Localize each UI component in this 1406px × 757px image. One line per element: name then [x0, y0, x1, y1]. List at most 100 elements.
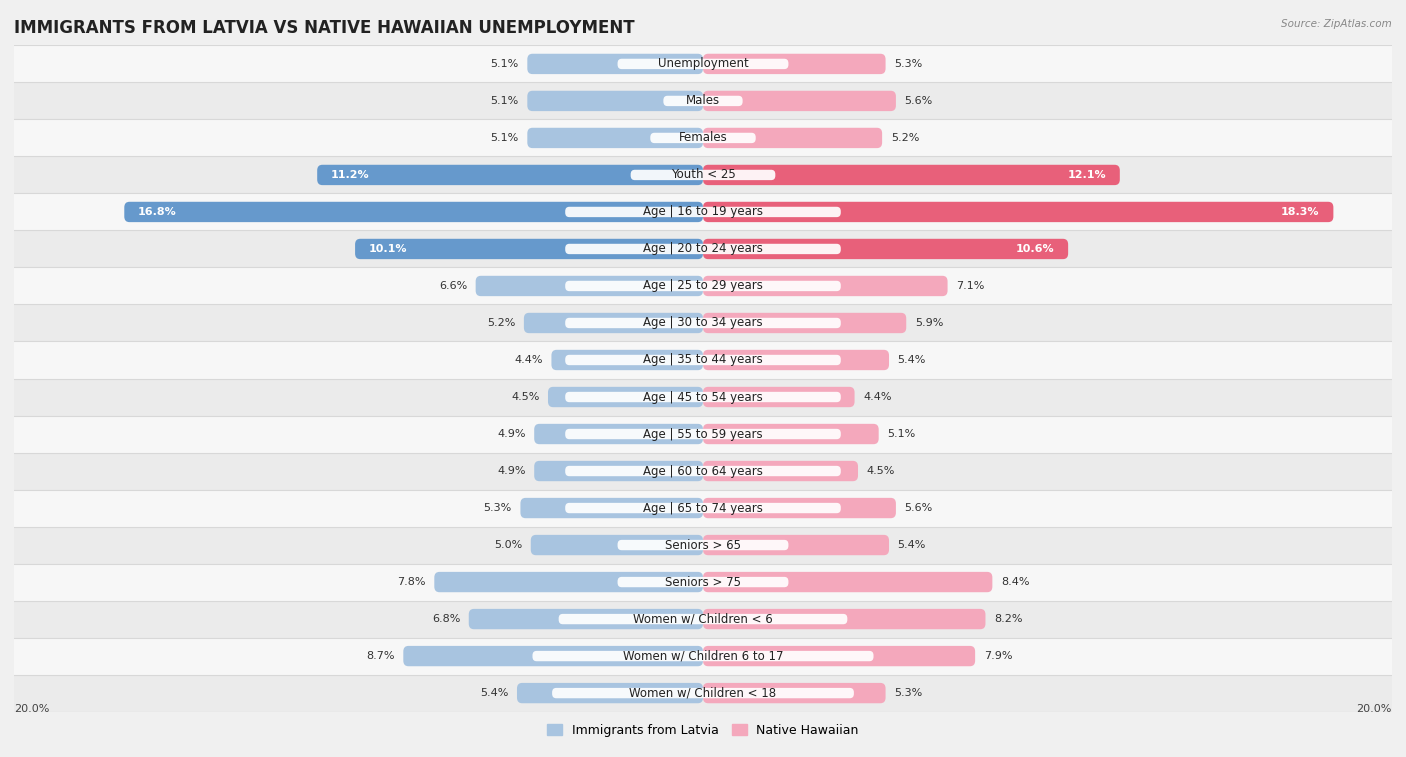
Bar [14, 341, 1392, 378]
FancyBboxPatch shape [558, 614, 848, 625]
Text: 10.1%: 10.1% [368, 244, 408, 254]
Bar [14, 416, 1392, 453]
Text: 5.2%: 5.2% [486, 318, 515, 328]
FancyBboxPatch shape [703, 276, 948, 296]
Text: 8.2%: 8.2% [994, 614, 1022, 624]
Text: 8.4%: 8.4% [1001, 577, 1029, 587]
FancyBboxPatch shape [356, 238, 703, 259]
Text: Women w/ Children < 18: Women w/ Children < 18 [630, 687, 776, 699]
Bar [14, 563, 1392, 600]
Text: 4.9%: 4.9% [498, 466, 526, 476]
FancyBboxPatch shape [703, 535, 889, 555]
Bar [14, 490, 1392, 527]
FancyBboxPatch shape [703, 165, 1119, 185]
Text: 5.1%: 5.1% [887, 429, 915, 439]
Text: 10.6%: 10.6% [1015, 244, 1054, 254]
FancyBboxPatch shape [551, 350, 703, 370]
FancyBboxPatch shape [124, 202, 703, 222]
FancyBboxPatch shape [565, 207, 841, 217]
Text: 7.1%: 7.1% [956, 281, 984, 291]
Text: 4.5%: 4.5% [866, 466, 896, 476]
FancyBboxPatch shape [565, 244, 841, 254]
FancyBboxPatch shape [703, 572, 993, 592]
FancyBboxPatch shape [318, 165, 703, 185]
Text: Seniors > 75: Seniors > 75 [665, 575, 741, 588]
FancyBboxPatch shape [527, 54, 703, 74]
Text: 6.8%: 6.8% [432, 614, 460, 624]
Bar [14, 304, 1392, 341]
Text: Age | 35 to 44 years: Age | 35 to 44 years [643, 354, 763, 366]
Text: 20.0%: 20.0% [1357, 703, 1392, 714]
Text: 7.8%: 7.8% [398, 577, 426, 587]
Text: 12.1%: 12.1% [1067, 170, 1107, 180]
Text: Age | 30 to 34 years: Age | 30 to 34 years [643, 316, 763, 329]
Text: Source: ZipAtlas.com: Source: ZipAtlas.com [1281, 19, 1392, 29]
Text: 11.2%: 11.2% [330, 170, 370, 180]
FancyBboxPatch shape [703, 350, 889, 370]
FancyBboxPatch shape [524, 313, 703, 333]
Text: Age | 16 to 19 years: Age | 16 to 19 years [643, 205, 763, 219]
FancyBboxPatch shape [703, 313, 907, 333]
Text: Age | 65 to 74 years: Age | 65 to 74 years [643, 502, 763, 515]
FancyBboxPatch shape [703, 202, 1333, 222]
FancyBboxPatch shape [703, 609, 986, 629]
FancyBboxPatch shape [703, 387, 855, 407]
Text: 4.5%: 4.5% [510, 392, 540, 402]
FancyBboxPatch shape [533, 651, 873, 662]
Text: Age | 60 to 64 years: Age | 60 to 64 years [643, 465, 763, 478]
FancyBboxPatch shape [404, 646, 703, 666]
Text: 4.4%: 4.4% [863, 392, 891, 402]
Bar [14, 194, 1392, 230]
Bar [14, 230, 1392, 267]
FancyBboxPatch shape [475, 276, 703, 296]
Text: 6.6%: 6.6% [439, 281, 467, 291]
Text: 16.8%: 16.8% [138, 207, 177, 217]
FancyBboxPatch shape [703, 424, 879, 444]
FancyBboxPatch shape [617, 540, 789, 550]
Text: 5.1%: 5.1% [491, 59, 519, 69]
Text: 18.3%: 18.3% [1281, 207, 1320, 217]
Bar [14, 120, 1392, 157]
Text: 5.1%: 5.1% [491, 96, 519, 106]
Bar [14, 674, 1392, 712]
FancyBboxPatch shape [703, 461, 858, 481]
Text: Females: Females [679, 132, 727, 145]
FancyBboxPatch shape [703, 683, 886, 703]
Text: Age | 25 to 29 years: Age | 25 to 29 years [643, 279, 763, 292]
FancyBboxPatch shape [703, 498, 896, 519]
FancyBboxPatch shape [565, 466, 841, 476]
FancyBboxPatch shape [703, 128, 882, 148]
FancyBboxPatch shape [520, 498, 703, 519]
Text: 4.4%: 4.4% [515, 355, 543, 365]
Text: 5.3%: 5.3% [894, 688, 922, 698]
FancyBboxPatch shape [703, 238, 1069, 259]
FancyBboxPatch shape [565, 503, 841, 513]
Text: 5.0%: 5.0% [494, 540, 522, 550]
Text: Seniors > 65: Seniors > 65 [665, 538, 741, 552]
FancyBboxPatch shape [548, 387, 703, 407]
Bar [14, 378, 1392, 416]
FancyBboxPatch shape [527, 128, 703, 148]
FancyBboxPatch shape [434, 572, 703, 592]
Text: Youth < 25: Youth < 25 [671, 169, 735, 182]
Text: 5.4%: 5.4% [897, 355, 927, 365]
Text: 5.6%: 5.6% [904, 503, 932, 513]
Text: 4.9%: 4.9% [498, 429, 526, 439]
Text: 20.0%: 20.0% [14, 703, 49, 714]
FancyBboxPatch shape [527, 91, 703, 111]
Text: Males: Males [686, 95, 720, 107]
Text: Women w/ Children < 6: Women w/ Children < 6 [633, 612, 773, 625]
FancyBboxPatch shape [617, 577, 789, 587]
FancyBboxPatch shape [468, 609, 703, 629]
FancyBboxPatch shape [565, 392, 841, 402]
Text: IMMIGRANTS FROM LATVIA VS NATIVE HAWAIIAN UNEMPLOYMENT: IMMIGRANTS FROM LATVIA VS NATIVE HAWAIIA… [14, 19, 634, 37]
FancyBboxPatch shape [703, 54, 886, 74]
Bar [14, 45, 1392, 83]
Text: 5.3%: 5.3% [484, 503, 512, 513]
FancyBboxPatch shape [534, 461, 703, 481]
Text: Age | 55 to 59 years: Age | 55 to 59 years [643, 428, 763, 441]
FancyBboxPatch shape [565, 318, 841, 329]
FancyBboxPatch shape [565, 428, 841, 439]
Text: 5.9%: 5.9% [915, 318, 943, 328]
FancyBboxPatch shape [703, 646, 976, 666]
